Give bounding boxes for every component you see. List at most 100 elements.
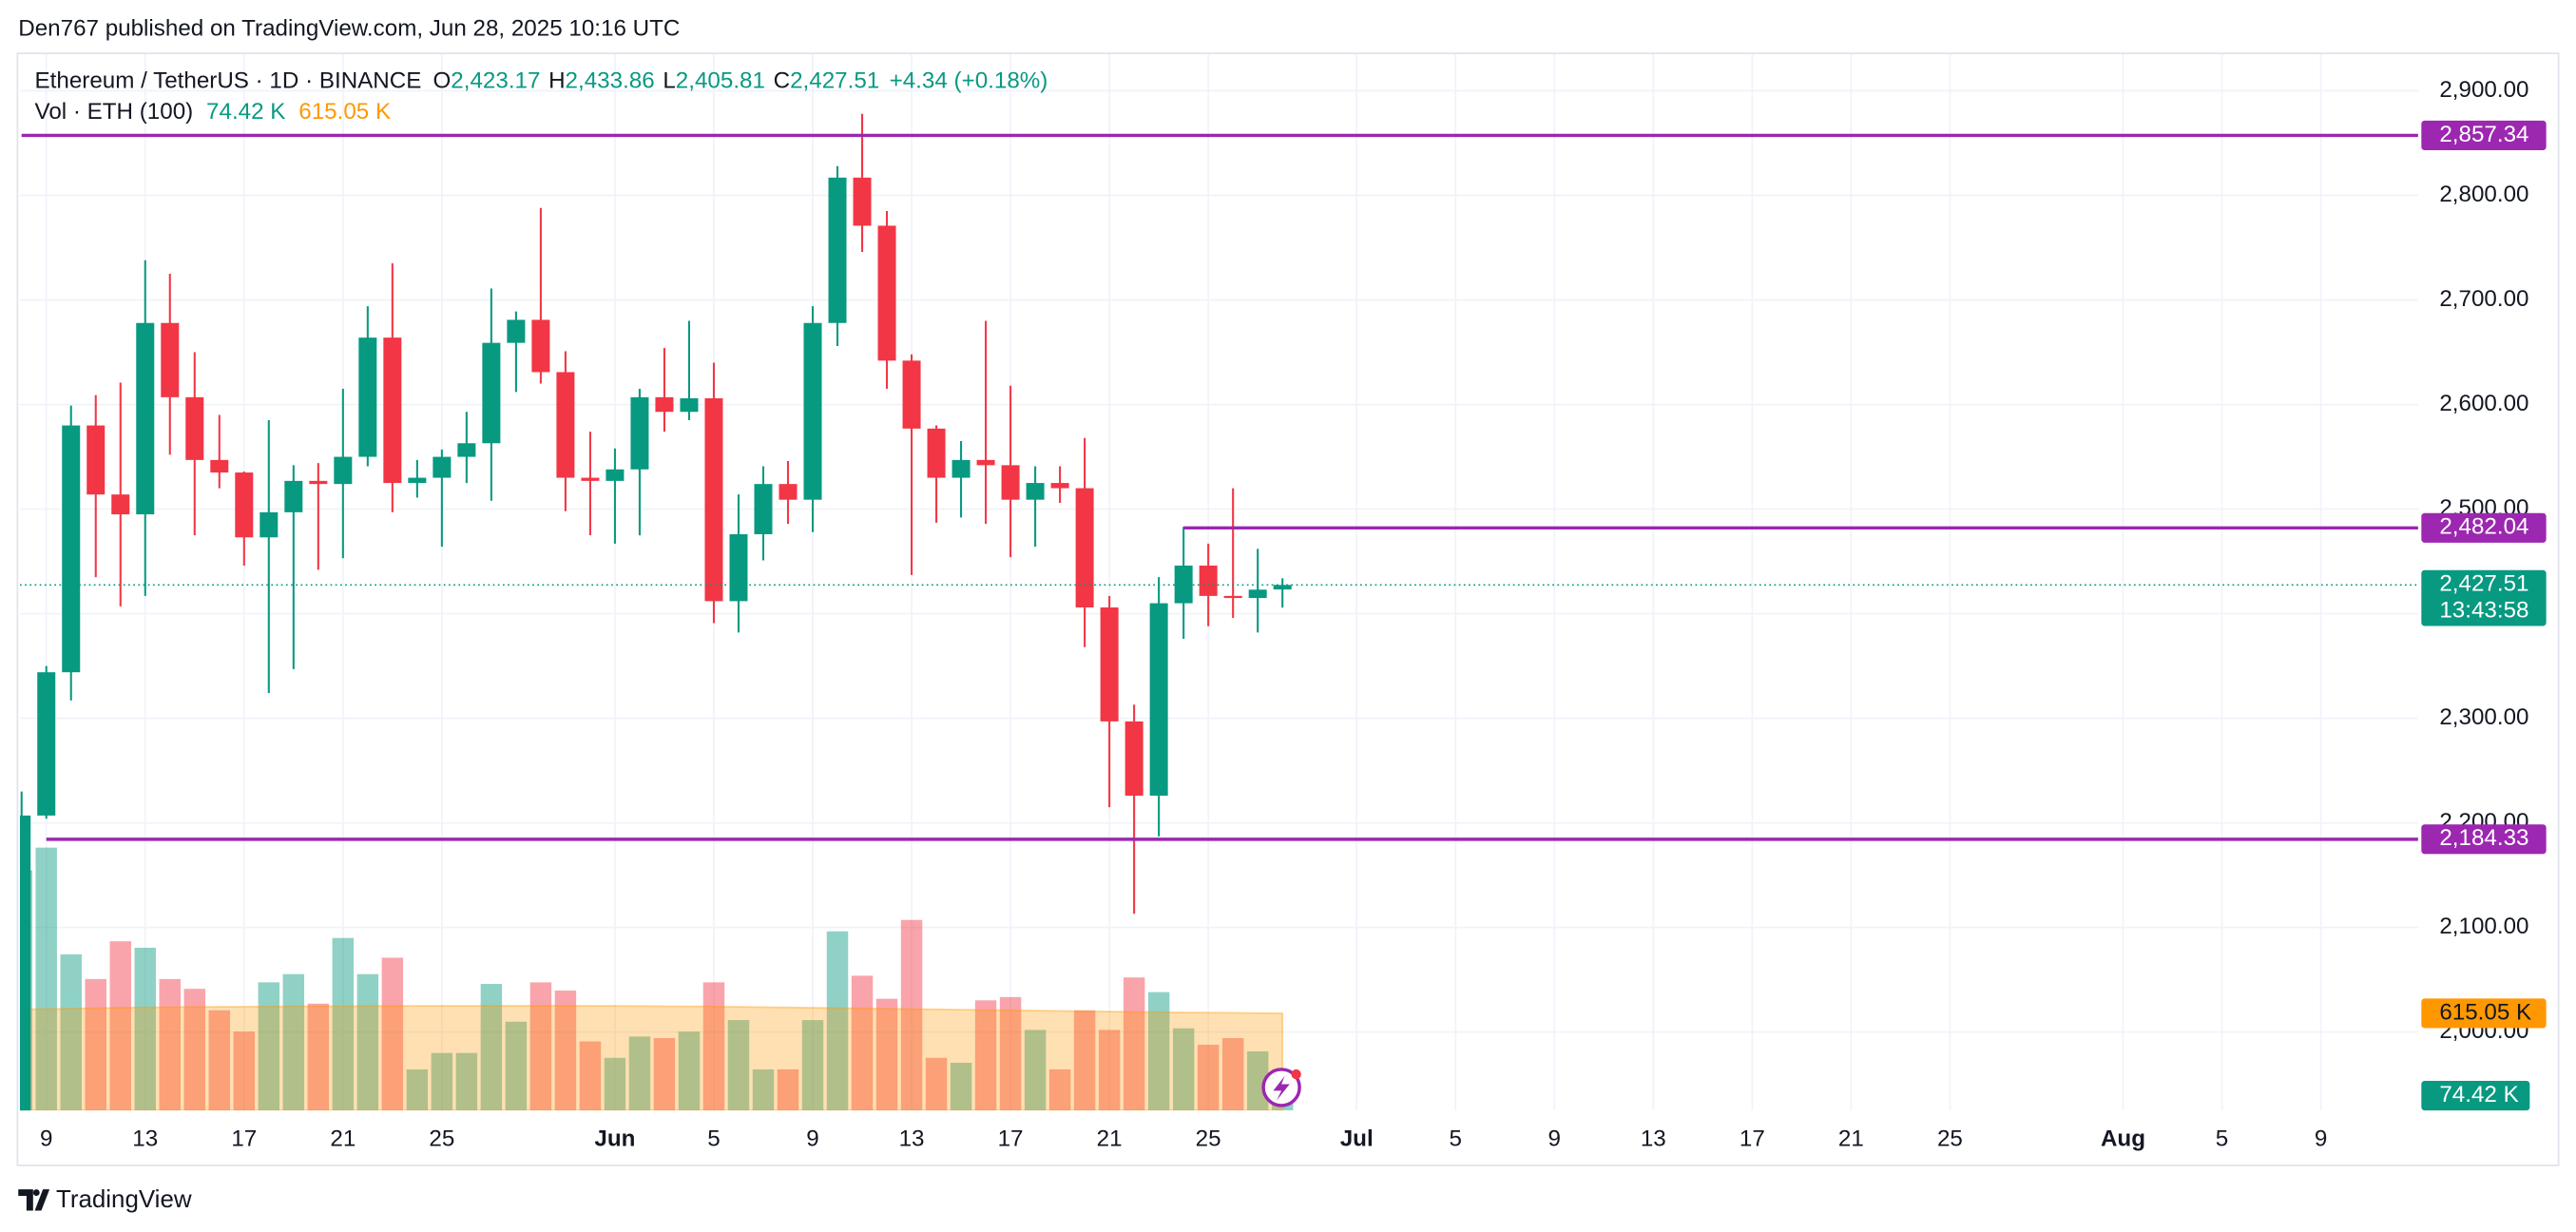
legend-key: C [774,68,790,94]
volume-bar [702,982,725,1111]
volume-bar [307,1003,330,1111]
volume-bar [1197,1045,1220,1111]
volume-bar [85,978,106,1111]
candles [19,113,1292,1111]
x-tick-label: 25 [1937,1126,1963,1152]
replay-icon[interactable] [1261,1068,1301,1107]
candle-body [902,360,921,429]
volume-bar [1073,1010,1096,1111]
y-tick-label: 2,600.00 [2439,391,2528,416]
price-line-label: 2,857.34 [2439,122,2528,147]
volume-bar [332,937,355,1111]
candle-body [581,477,600,481]
volume-bar [505,1021,528,1111]
volume-bar [208,1010,231,1111]
legend-key: H [548,68,565,94]
brand-logo[interactable]: TradingView [18,1186,192,1213]
candle-body [1050,483,1069,489]
candle-body [482,342,501,444]
x-tick-label: 25 [429,1126,454,1152]
publish-note: Den767 published on TradingView.com, Jun… [18,15,680,41]
x-tick-label: 9 [2315,1126,2327,1152]
candle-body [136,322,155,515]
volume-bar [826,931,849,1111]
volume-bar [653,1038,676,1111]
candle-body [1199,565,1218,596]
volume-bar [974,1000,997,1111]
brand-name[interactable]: TradingView [56,1186,192,1213]
legend-value: 2,427.51 [790,68,879,94]
volume-bar [875,998,898,1111]
volume-bar [752,1068,775,1111]
x-tick-label: 17 [998,1126,1024,1152]
candle-body [606,469,625,481]
candle-body [853,177,872,226]
volume-bar [554,991,577,1111]
x-tick-label: 5 [707,1126,720,1152]
candle-body [729,533,748,602]
candle-body [457,443,476,457]
last-price-box [2421,569,2547,626]
x-tick-label: 17 [1740,1126,1765,1152]
x-tick-label: 9 [806,1126,818,1152]
x-tick-label: 5 [2216,1126,2228,1152]
x-tick-label: 21 [1097,1126,1123,1152]
overlays: 2,000.002,100.002,200.002,300.002,400.00… [19,77,2547,1152]
y-tick-label: 2,300.00 [2439,704,2528,730]
volume-bar [109,941,131,1111]
candle-body [680,397,699,413]
volume-ma-area [20,1005,1284,1111]
price-line-box [2421,120,2547,151]
candle-body [630,396,649,470]
legend-value: 2,405.81 [676,68,765,94]
countdown-label: 13:43:58 [2439,597,2528,623]
candle-body [754,484,773,534]
volume-bar [258,982,280,1111]
volume-bar [999,996,1022,1111]
legend-value: 2,433.86 [566,68,655,94]
candle-body [655,396,674,413]
volume-bar [900,919,923,1111]
x-tick-label: 9 [40,1126,52,1152]
legend-volume-value: 74.42 K [206,100,285,125]
candle-body [1100,606,1119,722]
candle-body [383,337,402,484]
x-tick-label: 13 [1641,1126,1666,1152]
volume-bar [60,953,82,1111]
candle-body [556,372,575,478]
volume-bar [1246,1050,1269,1111]
candle-body [877,225,896,361]
candle-body [1075,488,1094,607]
x-tick-label: Aug [2101,1126,2145,1152]
price-line-box [2421,512,2547,543]
volume-box [2421,1081,2530,1111]
candle-body [531,319,550,373]
price-line-box [2421,824,2547,855]
price-line-label: 2,482.04 [2439,514,2528,540]
candle-body [185,396,204,460]
volume-bar [356,973,379,1111]
candle-body [87,425,106,495]
candle-body [1026,483,1045,500]
candle-body [952,459,971,478]
volume-bar [727,1020,750,1111]
candle-body [803,322,822,500]
volume-bar [678,1031,701,1111]
volume-bar [282,973,305,1111]
x-tick-label: 17 [231,1126,257,1152]
y-tick-label: 2,900.00 [2439,77,2528,103]
volume-bar [1048,1068,1071,1111]
x-tick-label: Jun [594,1126,635,1152]
volume-value: 74.42 K [2439,1082,2518,1107]
legend-symbol: Ethereum / TetherUS · 1D · BINANCE [35,68,422,94]
legend-volume-title: Vol · ETH (100) [35,100,194,125]
x-tick-label: 5 [1450,1126,1462,1152]
candle-body [1223,595,1242,599]
candle-body [927,428,946,478]
x-tick-label: 13 [899,1126,925,1152]
candle-body [507,319,526,343]
volume-bar [529,982,552,1111]
candle-body [1001,465,1020,500]
